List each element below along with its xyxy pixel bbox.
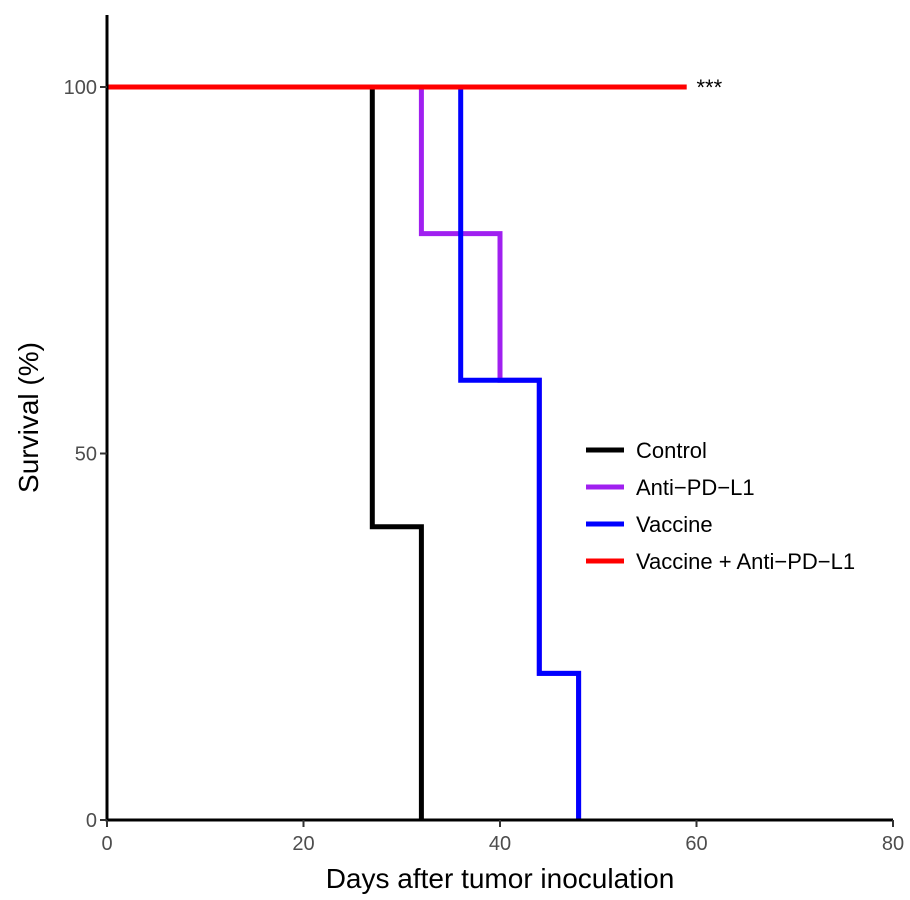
y-tick-label-1: 50 [75,444,97,466]
legend: Control Anti−PD−L1 Vaccine Vaccine + Anti−P… [586,438,855,574]
annotation-0: *** [697,75,723,100]
legend-label-0: Control [636,438,707,463]
x-tick-label-0: 0 [101,833,112,855]
annotations: *** [697,75,723,100]
x-tick-label-4: 80 [882,833,904,855]
ticks-layer: 0 20 40 60 80 0 50 100 [64,77,905,855]
y-tick-label-0: 0 [86,810,97,832]
series-line-2 [107,84,582,820]
series-line-1 [107,84,582,820]
x-tick-label-3: 60 [685,833,707,855]
series-layer [107,84,687,820]
x-axis-title: Days after tumor inoculation [326,863,675,894]
legend-label-3: Vaccine + Anti−PD−L1 [636,549,855,574]
x-tick-label-1: 20 [292,833,314,855]
series-line-0 [107,84,424,820]
y-axis-title: Survival (%) [13,342,44,493]
y-tick-label-2: 100 [64,77,97,99]
x-tick-label-2: 40 [489,833,511,855]
legend-label-2: Vaccine [636,512,713,537]
legend-label-1: Anti−PD−L1 [636,475,755,500]
